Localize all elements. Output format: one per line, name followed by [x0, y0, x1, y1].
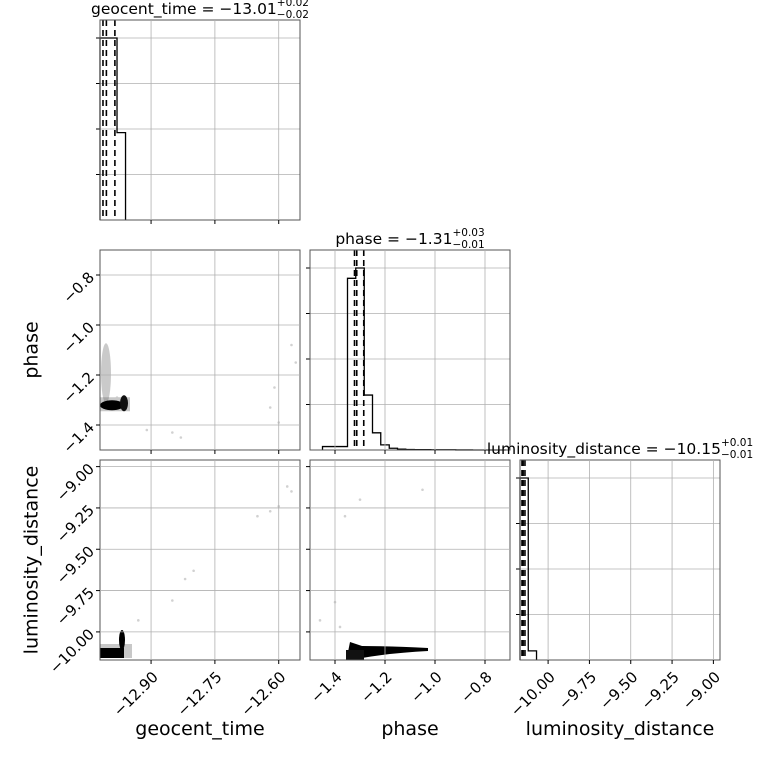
- title-main: phase = −1.31: [335, 230, 452, 248]
- x-tick-label: −9.25: [638, 668, 683, 713]
- title-plus: +0.01: [721, 437, 753, 449]
- x-tick-label: −1.2: [357, 668, 395, 706]
- panel-frame: [309, 249, 511, 451]
- x-axis-label-phase: phase: [381, 718, 438, 740]
- x-tick-label: −9.75: [555, 668, 600, 713]
- panel-frame: [519, 459, 721, 661]
- y-tick-label: −9.50: [53, 543, 98, 588]
- density-core: [119, 630, 125, 650]
- x-tick-label: −12.60: [237, 668, 289, 720]
- scatter-point: [256, 514, 259, 518]
- density-core: [100, 400, 124, 411]
- title-main: geocent_time = −13.01: [91, 0, 277, 19]
- panel-title-phase: phase = −1.31+0.03 −0.01: [335, 227, 484, 251]
- y-tick-label: −9.25: [53, 501, 98, 546]
- title-minus: −0.01: [452, 239, 484, 251]
- scatter-point: [294, 361, 298, 364]
- scatter-panel-geocent_time-vs-phase: [99, 249, 301, 451]
- x-tick-label: −0.8: [457, 668, 495, 706]
- scatter-point: [290, 343, 293, 347]
- scatter-point: [179, 436, 183, 439]
- x-tick-label: −12.75: [174, 668, 226, 720]
- scatter-content: [318, 488, 428, 660]
- panel-background: [310, 460, 510, 660]
- scatter-point: [285, 485, 289, 488]
- scatter-point: [358, 498, 362, 501]
- panel-frame: [99, 19, 301, 221]
- title-minus: −0.01: [721, 449, 753, 461]
- panel-background: [520, 460, 720, 660]
- hist-panel-luminosity_distance: [516, 459, 721, 661]
- y-tick-label: −0.8: [60, 268, 98, 306]
- hist-panel-geocent_time: [96, 19, 301, 221]
- y-tick-label: −9.75: [53, 584, 98, 629]
- title-main: luminosity_distance = −10.15: [487, 440, 721, 459]
- y-tick-label: −9.00: [53, 460, 98, 505]
- x-tick-label: −1.0: [407, 668, 445, 706]
- y-tick-label: −1.2: [60, 368, 98, 406]
- scatter-point: [290, 490, 293, 493]
- panel-background: [100, 460, 300, 660]
- density-core: [348, 642, 428, 658]
- y-axis-label-luminosity_distance: luminosity_distance: [21, 466, 43, 655]
- scatter-point: [268, 509, 272, 513]
- title-plus: +0.02: [277, 0, 309, 9]
- scatter-content: [100, 485, 293, 658]
- panel-frame: [99, 249, 301, 451]
- panel-background: [310, 250, 510, 450]
- x-tick-label: −1.4: [307, 668, 345, 706]
- y-axis-label-phase: phase: [21, 321, 43, 378]
- scatter-point: [273, 386, 276, 389]
- y-tick-label: −1.4: [60, 418, 98, 456]
- scatter-point: [343, 514, 347, 518]
- x-tick-label: −10.00: [507, 668, 559, 720]
- scatter-point: [171, 599, 174, 602]
- panel-frame: [99, 459, 301, 661]
- density-core: [100, 648, 124, 658]
- scatter-point: [136, 619, 140, 622]
- panel-title-geocent_time: geocent_time = −13.01+0.02 −0.02: [91, 0, 309, 21]
- panel-background: [100, 20, 300, 220]
- title-minus: −0.02: [277, 9, 309, 21]
- scatter-point: [183, 577, 187, 581]
- x-tick-label: −9.50: [596, 668, 641, 713]
- hist-panel-phase: [306, 249, 511, 451]
- title-plus: +0.03: [452, 227, 484, 239]
- scatter-point: [268, 406, 272, 409]
- scatter-point: [192, 569, 195, 573]
- density-core: [346, 650, 364, 660]
- scatter-point: [338, 625, 342, 629]
- y-tick-label: −1.0: [60, 318, 98, 356]
- density-tail: [101, 343, 111, 404]
- x-axis-label-luminosity_distance: luminosity_distance: [526, 718, 715, 740]
- x-axis-label-geocent_time: geocent_time: [135, 718, 264, 740]
- x-tick-label: −9.00: [679, 668, 724, 713]
- panel-frame: [309, 459, 511, 661]
- y-tick-label: −10.00: [46, 625, 98, 677]
- panel-background: [100, 250, 300, 450]
- density-core: [120, 395, 128, 412]
- scatter-point: [421, 488, 424, 492]
- scatter-point: [171, 431, 174, 434]
- panel-title-luminosity_distance: luminosity_distance = −10.15+0.01 −0.01: [487, 437, 753, 461]
- scatter-panel-phase-vs-luminosity_distance: [309, 459, 511, 661]
- x-tick-label: −12.90: [110, 668, 162, 720]
- scatter-point: [318, 619, 322, 622]
- scatter-point: [145, 428, 149, 432]
- scatter-panel-geocent_time-vs-luminosity_distance: [99, 459, 301, 661]
